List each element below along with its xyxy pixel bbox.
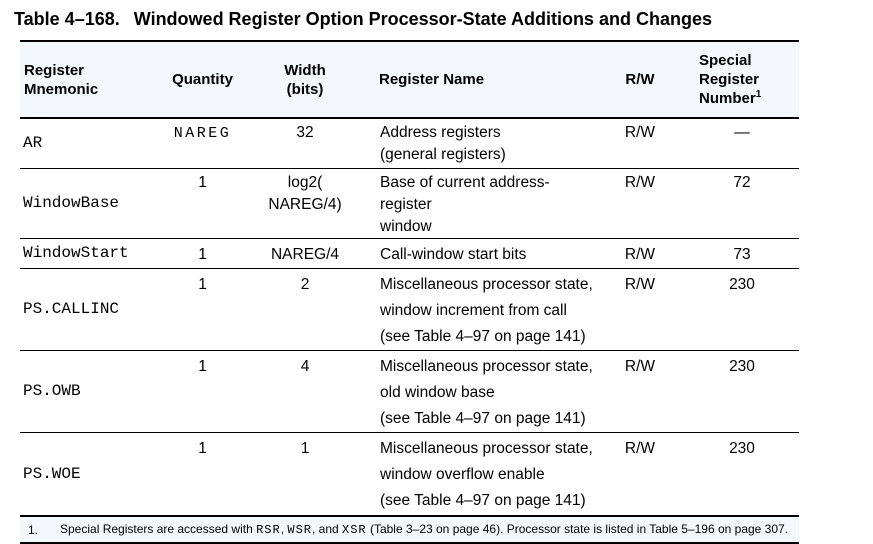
table-caption: Table 4–168. Windowed Register Option Pro… (14, 8, 873, 30)
cell-rw: R/W (624, 357, 656, 375)
cell-width: 32 (296, 124, 314, 141)
cell-width: log2( NAREG/4) (268, 173, 342, 213)
cell-mnemonic: PS.WOE (23, 464, 81, 483)
cell-rw: R/W (624, 439, 656, 457)
table-row-ps-woe: PS.WOE 1 1 Miscellaneous processor state… (20, 432, 799, 515)
header-special-register-number: Special Register Number1 (699, 52, 762, 107)
table-caption-number: Table 4–168. (14, 9, 120, 29)
header-register-mnemonic: Register Mnemonic (24, 61, 99, 98)
cell-register-name: Miscellaneous processor state, window in… (380, 275, 593, 345)
cell-register-name: Miscellaneous processor state, window ov… (380, 439, 593, 509)
table-footnote: 1. Special Registers are accessed with R… (20, 515, 799, 544)
cell-rw: R/W (624, 173, 656, 191)
cell-quantity: 1 (198, 245, 207, 263)
cell-special-number: 73 (733, 245, 751, 263)
cell-quantity: 1 (198, 439, 207, 457)
footnote-text: Special Registers are accessed with RSR,… (60, 522, 789, 537)
cell-register-name: Address registers (general registers) (380, 124, 506, 163)
cell-quantity: 1 (198, 173, 207, 191)
cell-width: NAREG/4 (270, 245, 340, 263)
cell-special-number: 230 (729, 439, 755, 457)
cell-quantity: NAREG (173, 125, 232, 142)
cell-quantity: 1 (198, 275, 207, 293)
cell-width: 4 (300, 357, 310, 375)
header-register-name: Register Name (379, 71, 485, 88)
cell-special-number: 230 (729, 275, 755, 293)
footnote-number: 1. (28, 522, 39, 537)
cell-special-number: 230 (729, 357, 755, 375)
cell-special-number: 72 (733, 173, 751, 191)
cell-width: 2 (300, 275, 310, 293)
cell-special-number: — (734, 124, 750, 141)
header-width-bits: Width (bits) (284, 61, 326, 98)
table-header-row: Register Mnemonic Quantity Width (bits) … (20, 41, 799, 118)
header-quantity: Quantity (172, 71, 233, 88)
cell-mnemonic: WindowBase (23, 194, 120, 212)
cell-rw: R/W (624, 124, 656, 141)
cell-mnemonic: PS.OWB (23, 382, 81, 400)
cell-register-name: Miscellaneous processor state, old windo… (380, 357, 593, 427)
cell-width: 1 (300, 439, 310, 457)
cell-rw: R/W (624, 245, 656, 263)
table-row-ps-owb: PS.OWB 1 4 Miscellaneous processor state… (20, 350, 799, 432)
cell-rw: R/W (624, 275, 656, 293)
table-caption-title: Windowed Register Option Processor-State… (133, 9, 712, 29)
footnote-marker: 1 (755, 89, 762, 100)
cell-mnemonic: PS.CALLINC (23, 300, 120, 318)
cell-mnemonic: WindowStart (23, 244, 129, 262)
cell-quantity: 1 (198, 357, 207, 375)
cell-register-name: Call-window start bits (380, 245, 527, 263)
register-table: Register Mnemonic Quantity Width (bits) … (20, 40, 799, 515)
cell-mnemonic: AR (23, 134, 43, 153)
cell-register-name: Base of current address-register window (380, 173, 550, 235)
table-row-ps-callinc: PS.CALLINC 1 2 Miscellaneous processor s… (20, 268, 799, 350)
table-row-windowstart: WindowStart 1 NAREG/4 Call-window start … (20, 238, 799, 268)
table-row-windowbase: WindowBase 1 log2( NAREG/4) Base of curr… (20, 168, 799, 238)
header-rw: R/W (625, 71, 655, 88)
table-row-ar: AR NAREG 32 Address registers (general r… (20, 118, 799, 168)
